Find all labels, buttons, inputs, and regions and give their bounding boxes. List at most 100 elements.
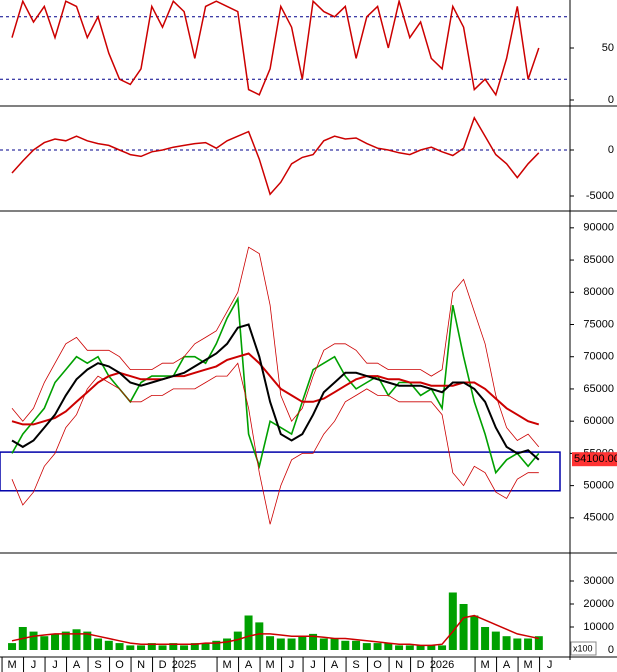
volume-bar	[180, 645, 189, 650]
volume-bar	[190, 643, 199, 650]
volume-bar	[298, 636, 307, 650]
volume-bar	[104, 640, 113, 650]
support-box	[0, 451, 561, 492]
x-tick-label: N	[137, 659, 145, 671]
volume-bar	[341, 640, 350, 650]
x-tick-label: A	[245, 659, 253, 671]
x-tick-label: D	[417, 659, 425, 671]
series-line	[11, 362, 539, 525]
volume-bar	[491, 631, 500, 650]
series-line	[11, 352, 540, 426]
volume-bar	[266, 636, 275, 650]
y-tick-label: 80000	[583, 286, 614, 298]
volume-bar	[244, 615, 253, 650]
y-tick-label: 0	[608, 94, 614, 106]
x-tick-label: J	[52, 659, 58, 671]
volume-bar	[330, 638, 339, 650]
x-tick-label: A	[503, 659, 511, 671]
y-tick-label: -5000	[586, 190, 614, 202]
y-tick-label: 0	[608, 644, 614, 656]
x-tick-label: S	[352, 659, 359, 671]
unit-label: x100	[573, 643, 593, 653]
volume-bar	[40, 636, 49, 650]
volume-bar	[384, 643, 393, 650]
x-tick-label: 2025	[172, 659, 196, 671]
volume-bar	[459, 603, 468, 650]
volume-bar	[395, 645, 404, 650]
x-tick-label: O	[115, 659, 124, 671]
y-tick-label: 50000	[583, 480, 614, 492]
volume-bar	[212, 640, 221, 650]
volume-bar	[72, 629, 81, 650]
volume-bar	[319, 638, 328, 650]
volume-bar	[373, 643, 382, 650]
price-tag	[572, 452, 617, 467]
volume-bar	[405, 645, 414, 650]
series-line	[11, 116, 540, 196]
volume-bar	[126, 645, 135, 650]
y-tick-label: 65000	[583, 383, 614, 395]
unit-box	[570, 641, 597, 656]
x-tick-label: M	[222, 659, 231, 671]
x-tick-label: A	[331, 659, 339, 671]
volume-bar	[223, 638, 232, 650]
volume-bar	[309, 633, 318, 650]
volume-bar	[416, 645, 425, 650]
volume-bar	[169, 643, 178, 650]
volume-bar	[94, 638, 103, 650]
y-tick-label: 75000	[583, 318, 614, 330]
y-tick-label: 0	[608, 144, 614, 156]
volume-bar	[427, 645, 436, 650]
series-line	[11, 323, 540, 461]
volume-bar	[352, 640, 361, 650]
volume-bar	[147, 643, 156, 650]
series-line	[11, 614, 539, 647]
series-line	[11, 246, 540, 448]
volume-bar	[233, 631, 242, 650]
x-tick-label: J	[547, 659, 553, 671]
volume-bar	[513, 638, 522, 650]
volume-bar	[362, 643, 371, 650]
y-tick-label: 60000	[583, 415, 614, 427]
volume-bar	[255, 622, 264, 650]
x-tick-label: M	[523, 659, 532, 671]
volume-bar	[448, 592, 457, 650]
y-tick-label: 85000	[583, 254, 614, 266]
series-line	[11, 0, 540, 97]
x-tick-label: 2026	[430, 659, 454, 671]
y-tick-label: 45000	[583, 512, 614, 524]
x-tick-label: M	[265, 659, 274, 671]
x-tick-label: M	[7, 659, 16, 671]
volume-bar	[61, 631, 70, 650]
y-tick-label: 20000	[583, 598, 614, 610]
volume-bar	[137, 645, 146, 650]
volume-bar	[115, 643, 124, 650]
y-tick-label: 90000	[583, 222, 614, 234]
volume-bar	[470, 615, 479, 650]
x-tick-label: S	[94, 659, 101, 671]
volume-bar	[83, 631, 92, 650]
volume-bar	[502, 636, 511, 650]
volume-bar	[51, 633, 60, 650]
volume-bar	[158, 645, 167, 650]
series-line	[11, 295, 540, 475]
x-tick-label: O	[373, 659, 382, 671]
x-tick-label: J	[31, 659, 37, 671]
y-tick-label: 70000	[583, 351, 614, 363]
volume-bar	[276, 638, 285, 650]
x-tick-label: N	[395, 659, 403, 671]
x-tick-label: M	[480, 659, 489, 671]
x-tick-label: A	[73, 659, 81, 671]
x-tick-label: J	[310, 659, 316, 671]
volume-bar	[524, 638, 533, 650]
price-tag-label: 54100.00	[574, 453, 617, 465]
volume-bar	[534, 636, 543, 650]
y-tick-label: 10000	[583, 621, 614, 633]
x-tick-label: J	[289, 659, 295, 671]
volume-bar	[481, 626, 490, 650]
y-tick-label: 50	[602, 42, 614, 54]
volume-bar	[201, 643, 210, 650]
